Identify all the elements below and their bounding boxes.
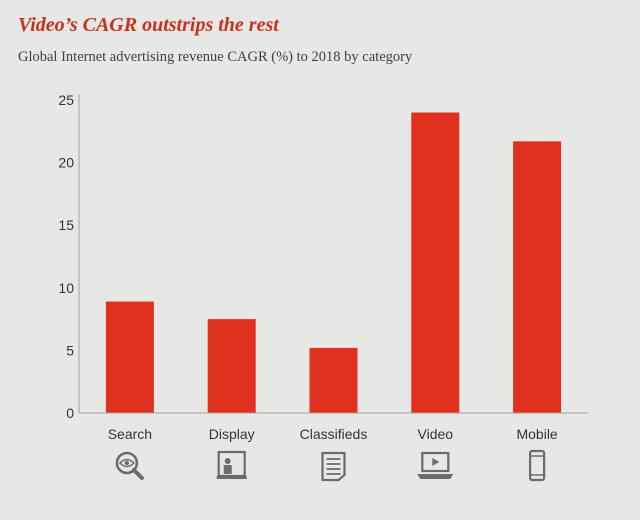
- y-tick-label: 15: [58, 217, 74, 233]
- category-label: Classifieds: [300, 426, 368, 442]
- bar-display: [207, 319, 256, 413]
- y-tick-label: 25: [58, 92, 74, 108]
- category-label: Display: [209, 426, 255, 442]
- category-label: Search: [108, 426, 152, 442]
- display-screen-icon: [216, 450, 247, 479]
- category-labels: Search Display Classifieds Video Mobile: [108, 426, 558, 442]
- bar-search: [105, 301, 154, 413]
- search-eye-icon: [115, 451, 144, 480]
- y-tick-label: 10: [58, 280, 74, 296]
- y-tick-label: 20: [58, 155, 74, 171]
- y-tick-label: 0: [66, 405, 74, 421]
- chart-subtitle: Global Internet advertising revenue CAGR…: [18, 49, 413, 65]
- bar-mobile: [513, 141, 562, 414]
- mobile-phone-icon: [528, 449, 546, 482]
- category-icons: [115, 449, 546, 482]
- classifieds-document-icon: [321, 451, 346, 482]
- bar-video: [411, 112, 460, 414]
- y-tick-label: 5: [66, 342, 74, 358]
- category-label: Mobile: [516, 426, 557, 442]
- chart-title: Video’s CAGR outstrips the rest: [18, 14, 279, 36]
- y-axis-ticks: 0 5 10 15 20 25: [58, 92, 74, 421]
- category-label: Video: [418, 426, 454, 442]
- bars: [105, 112, 562, 414]
- bar-classifieds: [309, 347, 358, 413]
- video-laptop-icon: [417, 451, 454, 479]
